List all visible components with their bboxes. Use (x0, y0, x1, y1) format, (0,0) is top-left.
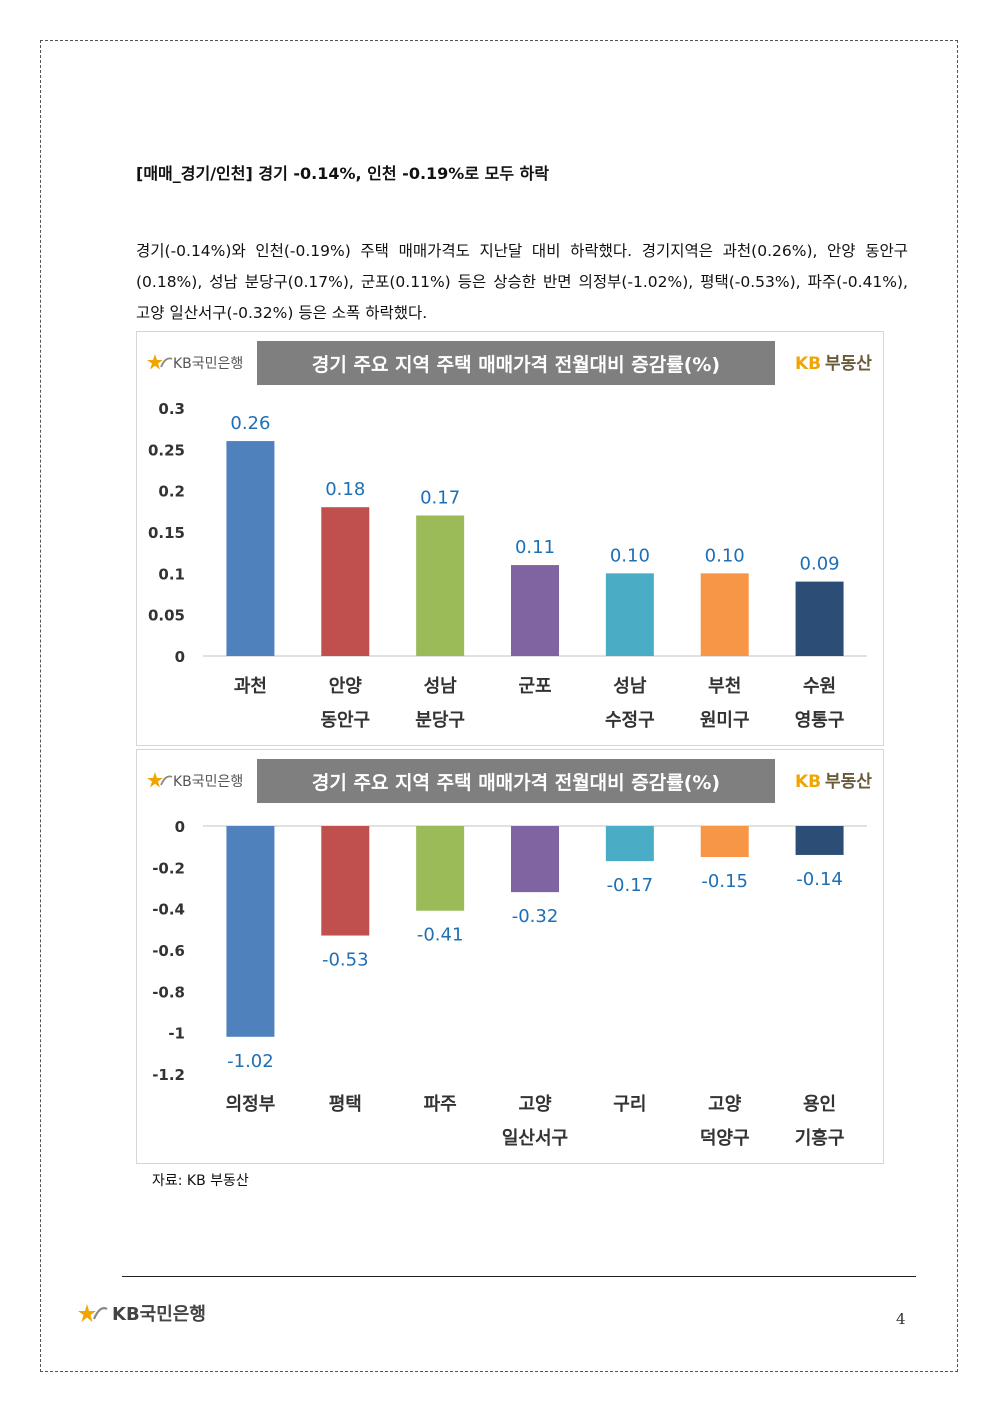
chart-title: 경기 주요 지역 주택 매매가격 전월대비 증감률(%) (312, 772, 720, 794)
data-label: -0.15 (701, 871, 748, 892)
chart-panel-rising: 경기 주요 지역 주택 매매가격 전월대비 증감률(%) KB국민은행 KB 부동산 0… (136, 331, 884, 746)
kb-star-icon (147, 354, 163, 370)
category-label: 안양 (329, 676, 363, 697)
y-tick-label: -1 (168, 1025, 185, 1043)
kb-arc-icon (160, 357, 173, 368)
bar (700, 573, 749, 656)
footer-divider (122, 1276, 916, 1277)
kb-star-icon (147, 772, 163, 788)
y-tick-label: 0 (175, 818, 185, 836)
bar (416, 515, 465, 656)
data-label: 0.10 (610, 545, 650, 566)
category-label: 평택 (329, 1094, 362, 1115)
data-label: 0.18 (325, 479, 365, 500)
category-label: 성남 (424, 676, 458, 697)
category-label: 분당구 (415, 710, 465, 731)
footer-kb-logo: KB국민은행 (78, 1300, 206, 1326)
category-label: 영통구 (795, 710, 845, 731)
category-label: 원미구 (700, 710, 750, 731)
chart-title-banner (257, 759, 775, 803)
bar (416, 826, 465, 911)
data-label: -0.53 (322, 950, 369, 971)
kb-bank-logo-text: KB국민은행 (173, 356, 243, 372)
kb-arc-icon (160, 775, 173, 786)
category-label: 용인 (803, 1094, 836, 1115)
chart-title-banner (257, 341, 775, 385)
kb-bank-logo-text: KB국민은행 (173, 774, 243, 790)
bar (511, 565, 559, 656)
category-label: 수원 (803, 676, 836, 697)
data-label: 0.11 (515, 537, 555, 558)
chart-title: 경기 주요 지역 주택 매매가격 전월대비 증감률(%) (312, 354, 720, 376)
y-tick-label: 0 (175, 648, 185, 666)
page-border (40, 40, 958, 1372)
bar (321, 826, 370, 936)
y-tick-label: 0.05 (148, 607, 185, 625)
y-tick-label: 0.2 (158, 483, 185, 501)
category-label: 고양 (518, 1094, 552, 1115)
category-label: 파주 (424, 1094, 457, 1115)
bar (795, 581, 844, 656)
bar (511, 826, 559, 893)
data-label: 0.09 (800, 554, 840, 575)
y-tick-label: -0.2 (152, 859, 185, 877)
y-tick-label: 0.1 (158, 565, 185, 583)
category-label: 과천 (234, 676, 267, 697)
chart-panel-falling: 경기 주요 지역 주택 매매가격 전월대비 증감률(%) KB국민은행 KB 부동산 0… (136, 749, 884, 1164)
data-label: 0.10 (705, 545, 745, 566)
bar (795, 826, 844, 855)
category-label: 덕양구 (700, 1128, 750, 1149)
category-label: 구리 (613, 1094, 646, 1115)
category-label: 일산서구 (502, 1128, 568, 1149)
bar (605, 573, 654, 656)
bar (226, 441, 275, 656)
category-label: 군포 (518, 676, 551, 697)
y-tick-label: 0.3 (158, 400, 185, 418)
data-label: -1.02 (227, 1051, 274, 1072)
category-label: 수정구 (605, 710, 655, 731)
bar (226, 826, 275, 1037)
category-label: 의정부 (226, 1094, 276, 1115)
category-label: 성남 (613, 676, 647, 697)
data-label: -0.14 (796, 869, 843, 890)
chart-rising-regions: 경기 주요 지역 주택 매매가격 전월대비 증감률(%) KB국민은행 KB 부동산 0… (147, 341, 872, 731)
y-tick-label: -1.2 (152, 1066, 185, 1084)
kb-realestate-logo-name: 부동산 (825, 772, 872, 792)
y-tick-label: 0.15 (148, 524, 185, 542)
chart-falling-regions: 경기 주요 지역 주택 매매가격 전월대비 증감률(%) KB국민은행 KB 부동산 0… (147, 759, 872, 1149)
category-label: 고양 (708, 1094, 742, 1115)
bar (321, 507, 370, 656)
y-tick-label: 0.25 (148, 441, 185, 459)
kb-realestate-logo-kb: KB (795, 772, 821, 792)
y-tick-label: -0.8 (152, 983, 185, 1001)
data-label: -0.41 (417, 925, 464, 946)
data-label: 0.17 (420, 487, 460, 508)
page-number: 4 (896, 1310, 906, 1328)
category-label: 기흥구 (795, 1127, 845, 1149)
y-tick-label: -0.6 (152, 942, 185, 960)
kb-star-icon (78, 1304, 108, 1322)
bar (700, 826, 749, 857)
data-label: 0.26 (230, 413, 270, 434)
data-label: -0.17 (607, 875, 654, 896)
kb-realestate-logo-kb: KB (795, 354, 821, 374)
section-heading: [매매_경기/인천] 경기 -0.14%, 인천 -0.19%로 모두 하락 (136, 164, 550, 183)
category-label: 동안구 (320, 710, 370, 731)
data-label: -0.32 (512, 906, 559, 927)
kb-realestate-logo-name: 부동산 (825, 354, 872, 374)
footer-bank-name: KB국민은행 (112, 1304, 206, 1325)
source-note: 자료: KB 부동산 (152, 1173, 249, 1189)
category-label: 부천 (708, 676, 741, 697)
body-paragraph: 경기(-0.14%)와 인천(-0.19%) 주택 매매가격도 지난달 대비 하… (136, 242, 908, 322)
y-tick-label: -0.4 (152, 901, 185, 919)
kb-bank-logo: KB국민은행 (147, 772, 243, 790)
kb-bank-logo: KB국민은행 (147, 354, 243, 372)
bar (605, 826, 654, 862)
